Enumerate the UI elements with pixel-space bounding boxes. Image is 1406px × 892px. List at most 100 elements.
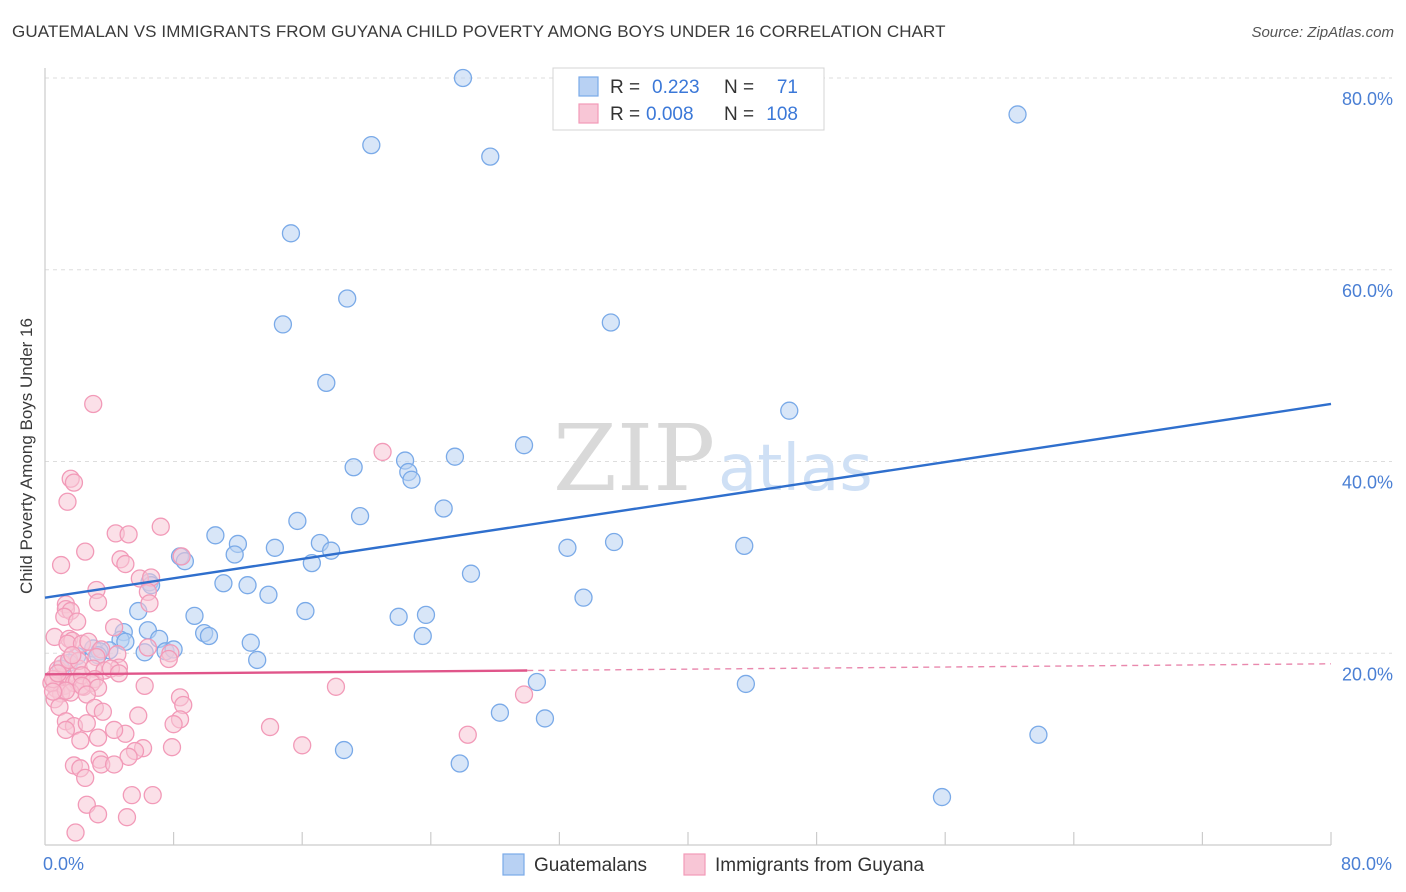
y-tick-label-0: 20.0% (1342, 664, 1393, 684)
stats-legend: R = 0.223 N = 71 R = 0.008 N = 108 (552, 67, 825, 131)
trend-line-guyana-extension (527, 663, 1332, 672)
point-guatemalans-31 (461, 564, 481, 583)
point-guyana-72 (77, 685, 96, 704)
x-tick-label-max: 80.0% (1341, 854, 1392, 874)
point-guyana-80 (77, 714, 96, 733)
point-guyana-69 (326, 677, 346, 696)
point-guatemalans-24 (604, 532, 624, 552)
point-guyana-81 (164, 715, 183, 734)
bottom-legend-label-guatemalans: Guatemalans (534, 855, 647, 876)
watermark: ZIP atlas (553, 405, 873, 512)
point-guatemalans-68 (450, 754, 469, 773)
y-tick-label-3: 80.0% (1342, 89, 1393, 109)
point-guatemalans-6 (273, 315, 293, 334)
point-guyana-93 (119, 747, 138, 766)
y-tick-label-1: 40.0% (1342, 473, 1393, 493)
y-tick-label-2: 60.0% (1342, 281, 1393, 301)
point-guyana-38 (140, 594, 159, 613)
point-guyana-82 (260, 717, 280, 737)
chart-source: Source: ZipAtlas.com (1251, 24, 1394, 41)
point-guatemalans-37 (574, 588, 593, 607)
point-guatemalans-64 (490, 703, 510, 722)
point-guatemalans-16 (434, 499, 453, 518)
x-tick-label-min: 0.0% (43, 854, 84, 874)
point-guyana-37 (88, 593, 108, 612)
point-guyana-29 (51, 555, 71, 575)
point-guyana-101 (143, 785, 162, 805)
point-guyana-24 (373, 442, 392, 462)
point-guatemalans-11 (445, 447, 465, 466)
point-guyana-76 (129, 706, 148, 725)
point-guatemalans-41 (389, 607, 408, 626)
point-guyana-87 (88, 728, 108, 747)
point-guatemalans-8 (317, 373, 336, 393)
point-guatemalans-10 (514, 436, 534, 455)
legend-r-value-blue: 0.223 (652, 77, 700, 98)
point-guatemalans-7 (601, 313, 620, 332)
point-guatemalans-46 (199, 626, 219, 646)
point-guyana-22 (64, 473, 84, 492)
point-guyana-31 (172, 547, 191, 566)
legend-swatch-pink (578, 103, 599, 124)
point-guyana-91 (162, 738, 182, 757)
y-axis-tick-labels: 20.0% 40.0% 60.0% 80.0% (1342, 89, 1393, 684)
point-guatemalans-47 (413, 626, 432, 646)
point-guatemalans-15 (402, 470, 421, 489)
point-guyana-32 (116, 554, 135, 574)
series-guyana-points (42, 394, 534, 842)
point-guyana-68 (135, 676, 154, 695)
point-guyana-92 (293, 736, 312, 755)
point-guatemalans-9 (780, 401, 799, 420)
point-guatemalans-2 (362, 135, 381, 155)
point-guyana-70 (514, 685, 534, 704)
point-guyana-85 (104, 720, 124, 740)
point-guyana-86 (458, 725, 477, 744)
point-guatemalans-65 (535, 709, 555, 728)
point-guyana-103 (88, 805, 108, 824)
point-guatemalans-66 (1029, 725, 1048, 744)
legend-r-value-pink: 0.008 (646, 104, 694, 125)
point-guatemalans-32 (214, 574, 233, 593)
point-guatemalans-22 (265, 538, 285, 557)
point-guyana-100 (122, 785, 141, 805)
point-guatemalans-67 (334, 740, 354, 760)
point-guyana-28 (76, 542, 95, 561)
bottom-legend-swatch-guyana (683, 853, 706, 876)
legend-n-value-blue: 71 (777, 77, 798, 98)
gridlines (45, 77, 1392, 654)
legend-n-label-blue: N = (724, 77, 754, 98)
point-guyana-104 (117, 808, 137, 827)
x-axis-ticks (173, 832, 1332, 845)
point-guatemalans-1 (1008, 105, 1027, 124)
legend-swatch-blue (578, 76, 599, 97)
point-guatemalans-33 (238, 576, 257, 595)
point-guatemalans-18 (288, 511, 307, 531)
point-guatemalans-5 (338, 289, 357, 308)
point-guatemalans-59 (248, 650, 267, 670)
trend-lines (44, 402, 1332, 676)
point-guyana-96 (104, 755, 124, 774)
point-guyana-83 (56, 720, 76, 740)
point-guatemalans-26 (735, 536, 754, 556)
point-guyana-43 (68, 612, 87, 631)
watermark-zip: ZIP (553, 405, 715, 512)
bottom-legend-label-guyana: Immigrants from Guyana (715, 855, 924, 876)
point-guyana-75 (93, 702, 113, 721)
point-guyana-88 (71, 731, 90, 750)
y-axis-label: Child Poverty Among Boys Under 16 (17, 318, 36, 594)
point-guyana-107 (63, 646, 82, 665)
legend-n-label-pink: N = (724, 104, 754, 125)
point-guatemalans-0 (453, 68, 473, 88)
point-guyana-99 (76, 768, 95, 788)
bottom-legend-swatch-guatemalans (502, 853, 525, 876)
trend-line-guatemalans (44, 402, 1332, 599)
point-guyana-44 (104, 618, 124, 637)
series-guatemalans-points (51, 68, 1048, 807)
point-guatemalans-3 (481, 147, 500, 166)
point-guatemalans-63 (736, 674, 756, 694)
point-guatemalans-36 (259, 585, 278, 604)
point-guatemalans-38 (296, 601, 315, 621)
series-legend: Guatemalans Immigrants from Guyana (502, 853, 924, 876)
point-guatemalans-17 (350, 506, 370, 526)
legend-n-value-pink: 108 (766, 104, 798, 125)
